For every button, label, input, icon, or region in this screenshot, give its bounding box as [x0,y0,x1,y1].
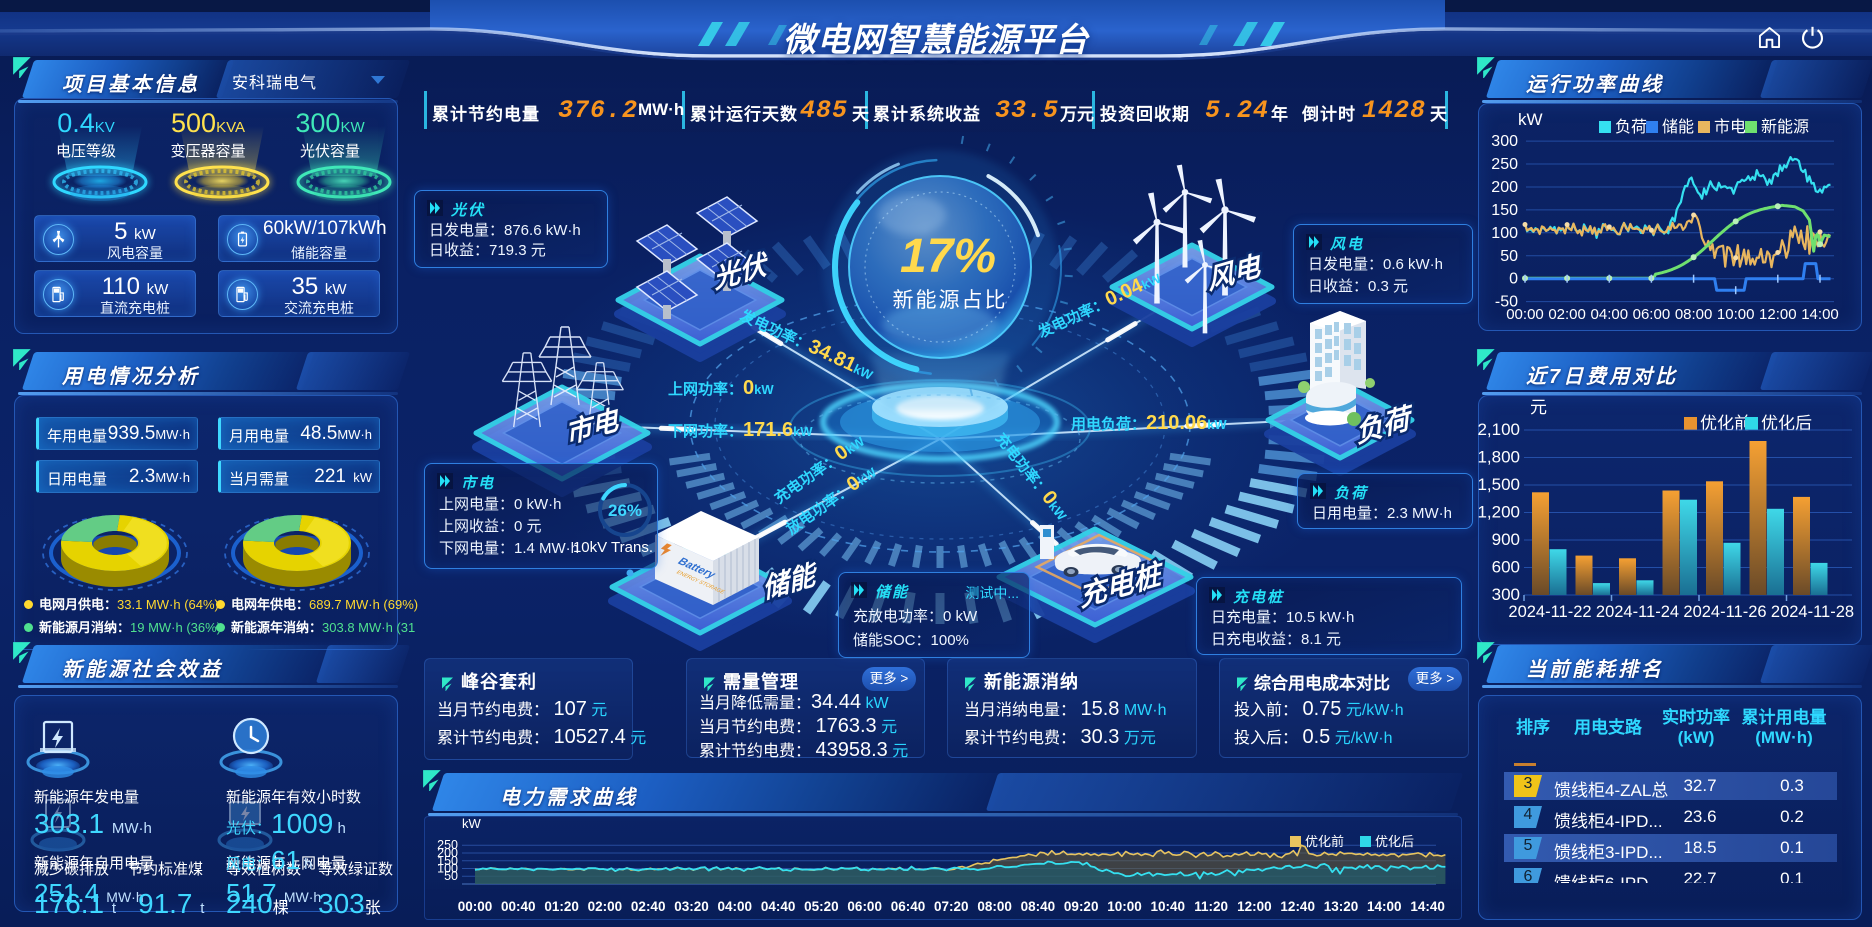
svg-text:10:00: 10:00 [1717,306,1755,323]
svg-text:2024-11-28: 2024-11-28 [1771,603,1854,621]
svg-text:kW: kW [462,816,482,831]
svg-text:储能: 储能 [1662,118,1694,136]
svg-text:300: 300 [1491,133,1518,150]
svg-text:kW: kW [1518,110,1543,129]
svg-text:0: 0 [1509,271,1518,288]
svg-text:用电负荷：210.06kW: 用电负荷：210.06kW [1071,412,1227,434]
svg-text:07:20: 07:20 [934,899,969,914]
svg-text:06:40: 06:40 [891,899,926,914]
svg-text:300: 300 [1492,585,1520,604]
svg-text:02:00: 02:00 [1548,306,1586,323]
svg-text:14:40: 14:40 [1410,899,1445,914]
svg-text:11:20: 11:20 [1194,899,1228,914]
svg-text:03:20: 03:20 [674,899,709,914]
svg-text:14:00: 14:00 [1801,306,1839,323]
svg-text:新能源占比: 新能源占比 [893,289,1008,312]
svg-text:14:00: 14:00 [1367,899,1402,914]
svg-text:02:00: 02:00 [588,899,623,914]
svg-text:优化前: 优化前 [1700,414,1751,433]
svg-text:1,800: 1,800 [1478,448,1520,467]
svg-text:04:40: 04:40 [761,899,796,914]
svg-text:新能源: 新能源 [1761,118,1809,136]
svg-text:12:00: 12:00 [1759,306,1797,323]
svg-text:10:40: 10:40 [1151,899,1186,914]
svg-text:2,100: 2,100 [1478,420,1520,439]
svg-text:负荷: 负荷 [1615,118,1647,136]
svg-text:市电: 市电 [1714,118,1746,136]
svg-text:00:40: 00:40 [501,899,536,914]
svg-text:上网功率：0kW: 上网功率：0kW [668,377,774,399]
svg-text:05:20: 05:20 [804,899,839,914]
svg-text:下网功率：171.6kW: 下网功率：171.6kW [668,419,813,441]
svg-text:优化后: 优化后 [1761,414,1812,433]
svg-text:250: 250 [437,838,458,852]
svg-text:2024-11-26: 2024-11-26 [1683,603,1766,621]
svg-text:200: 200 [1491,179,1518,196]
svg-text:1,200: 1,200 [1478,503,1520,522]
svg-text:150: 150 [1491,202,1518,219]
svg-text:13:20: 13:20 [1324,899,1359,914]
svg-text:00:00: 00:00 [458,899,493,914]
svg-text:26%: 26% [608,501,642,520]
svg-text:2024-11-24: 2024-11-24 [1596,603,1679,621]
svg-text:100: 100 [437,862,458,876]
svg-text:10:00: 10:00 [1107,899,1142,914]
svg-text:900: 900 [1492,530,1520,549]
svg-text:02:40: 02:40 [631,899,666,914]
svg-text:12:00: 12:00 [1237,899,1272,914]
svg-text:50: 50 [444,869,458,883]
svg-text:100: 100 [1491,225,1518,242]
svg-text:优化前: 优化前 [1305,834,1344,849]
svg-text:-50: -50 [1495,294,1518,311]
svg-text:04:00: 04:00 [1591,306,1629,323]
svg-text:优化后: 优化后 [1375,834,1414,849]
svg-text:08:40: 08:40 [1021,899,1056,914]
svg-text:06:00: 06:00 [1633,306,1671,323]
svg-text:元: 元 [1530,398,1547,417]
svg-text:600: 600 [1492,558,1520,577]
svg-text:04:00: 04:00 [718,899,753,914]
svg-text:10kV Trans.: 10kV Trans. [573,539,653,556]
svg-text:12:40: 12:40 [1280,899,1315,914]
svg-text:17%: 17% [900,230,996,283]
svg-text:1,500: 1,500 [1478,475,1520,494]
svg-text:06:00: 06:00 [847,899,882,914]
svg-text:200: 200 [437,846,458,860]
svg-text:50: 50 [1500,248,1518,265]
svg-text:08:00: 08:00 [1675,306,1713,323]
svg-text:150: 150 [437,854,458,868]
svg-text:01:20: 01:20 [544,899,579,914]
svg-text:09:20: 09:20 [1064,899,1099,914]
svg-text:2024-11-22: 2024-11-22 [1508,603,1591,621]
svg-text:00:00: 00:00 [1506,306,1544,323]
svg-text:250: 250 [1491,156,1518,173]
svg-text:08:00: 08:00 [977,899,1012,914]
